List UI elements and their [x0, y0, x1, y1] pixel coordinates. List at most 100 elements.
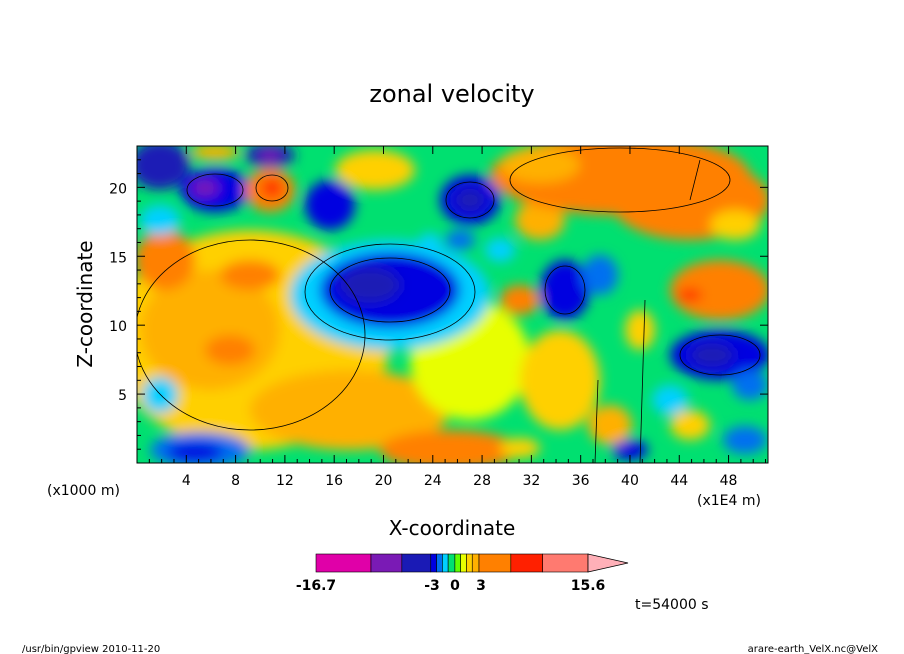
blob	[380, 430, 520, 463]
blob	[723, 426, 767, 454]
contour	[544, 265, 586, 315]
colorbar-swatch	[436, 553, 443, 573]
blob	[190, 146, 240, 160]
x-tick-label: 36	[572, 473, 590, 489]
contour	[594, 159, 701, 463]
blob	[262, 179, 282, 197]
blob	[582, 255, 618, 295]
colorbar-swatch	[542, 553, 589, 573]
x-tick-label: 44	[670, 473, 688, 489]
y-tick-label: 15	[109, 250, 127, 266]
x-tick-label: 16	[325, 473, 343, 489]
colorbar-swatch	[478, 553, 512, 573]
colorbar-swatch	[454, 553, 461, 573]
x-tick-label: 32	[522, 473, 540, 489]
colorbar-swatch	[510, 553, 543, 573]
contour	[509, 147, 731, 213]
colorbar-swatch	[315, 553, 372, 573]
blob	[690, 343, 734, 367]
y-tick-label: 20	[109, 181, 127, 197]
colorbar-swatch	[442, 553, 449, 573]
x-tick-label: 28	[473, 473, 491, 489]
x-tick-label: 20	[375, 473, 393, 489]
colorbar	[315, 553, 629, 573]
blob	[455, 188, 485, 212]
blob	[205, 335, 255, 365]
blob	[485, 238, 515, 262]
colorbar-swatch	[471, 553, 480, 573]
contour	[255, 174, 289, 202]
y-tick-label: 10	[109, 319, 127, 335]
x-unit-left: (x1000 m)	[47, 483, 120, 499]
blob	[500, 285, 540, 315]
blob	[418, 233, 442, 257]
blob	[260, 149, 280, 161]
blob	[670, 260, 768, 320]
x-tick-label: 4	[182, 473, 191, 489]
colorbar-swatch	[370, 553, 403, 573]
colorbar-swatch	[447, 553, 456, 573]
blob	[340, 267, 400, 303]
blob	[142, 377, 178, 413]
blob	[732, 370, 768, 400]
field-blobs	[137, 146, 768, 463]
contour	[679, 334, 761, 376]
blob	[710, 210, 760, 240]
blob	[652, 385, 688, 415]
x-axis: 4 8 12 16 20 24 28 32 36 40 44 48	[148, 146, 767, 489]
blob	[445, 230, 475, 250]
blob	[137, 230, 195, 290]
colorbar-labels: -16.7 -3 0 3 15.6	[296, 578, 605, 594]
blob	[625, 310, 655, 350]
blob	[167, 442, 223, 462]
x-tick-label: 24	[424, 473, 442, 489]
blob	[540, 260, 590, 320]
blob	[140, 205, 180, 235]
colorbar-swatch	[466, 553, 473, 573]
contour-field	[137, 146, 768, 463]
blob	[335, 150, 415, 190]
chart-title: zonal velocity	[369, 80, 534, 108]
colorbar-label: 3	[476, 578, 486, 594]
blob	[520, 330, 600, 430]
contour	[445, 181, 495, 219]
colorbar-extend-arrow	[587, 553, 629, 573]
blob	[500, 147, 580, 183]
blob	[137, 146, 190, 190]
contour-lines	[137, 147, 761, 463]
x-tick-label: 48	[720, 473, 738, 489]
blob	[191, 180, 219, 196]
blob	[250, 370, 450, 450]
footer-right: arare-earth_VelX.nc@VelX	[748, 644, 879, 654]
blob	[588, 405, 632, 445]
colorbar-swatch	[430, 553, 437, 573]
colorbar-swatch	[401, 553, 432, 573]
colorbar-label: 15.6	[571, 578, 606, 594]
x-axis-title: X-coordinate	[389, 516, 516, 540]
blob	[500, 438, 540, 458]
colorbar-label: -16.7	[296, 578, 336, 594]
x-tick-label: 8	[231, 473, 240, 489]
x-tick-label: 12	[276, 473, 294, 489]
blob	[220, 260, 280, 290]
y-tick-label: 5	[118, 388, 127, 404]
colorbar-swatch	[460, 553, 467, 573]
y-axis: 5 10 15 20	[109, 159, 768, 450]
blob	[305, 180, 355, 230]
contour	[329, 257, 451, 323]
contour	[137, 239, 366, 431]
colorbar-label: 0	[450, 578, 460, 594]
footer-left: /usr/bin/gpview 2010-11-20	[22, 644, 160, 654]
blob	[515, 200, 565, 240]
blob	[678, 289, 702, 301]
x-tick-label: 40	[621, 473, 639, 489]
contour	[304, 243, 476, 341]
colorbar-label: -3	[424, 578, 440, 594]
time-label: t=54000 s	[635, 597, 709, 613]
contour	[186, 173, 244, 207]
plot-frame	[136, 145, 769, 464]
blob	[612, 440, 648, 460]
y-axis-title: Z-coordinate	[73, 240, 97, 367]
x-unit-right: (x1E4 m)	[697, 493, 761, 509]
